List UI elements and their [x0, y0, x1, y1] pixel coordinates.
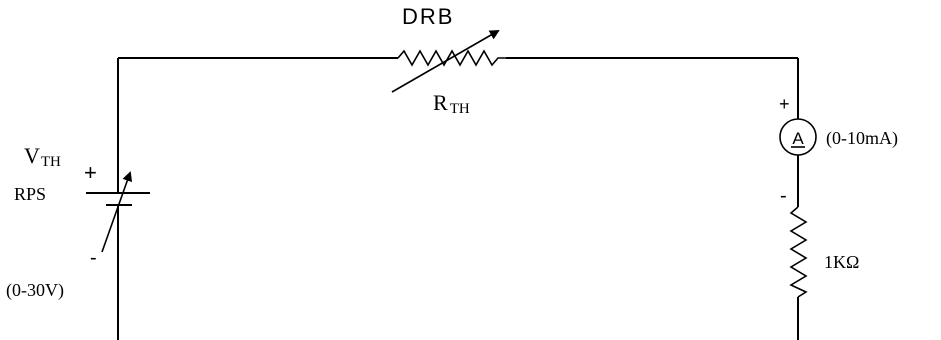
- load-resistor: 1KΩ: [789, 206, 859, 298]
- source-plus-sign: +: [84, 160, 97, 185]
- ammeter-symbol: A: [792, 129, 804, 148]
- ammeter-range-label: (0-10mA): [826, 128, 898, 149]
- load-resistor-label: 1KΩ: [824, 252, 859, 272]
- resistor-zigzag: [397, 49, 506, 67]
- ammeter-plus-sign: +: [779, 94, 790, 114]
- ammeter-minus-sign: -: [780, 185, 787, 207]
- wires: [117, 57, 799, 340]
- source-minus-sign: -: [90, 247, 97, 269]
- resistor-name-sub: TH: [450, 101, 470, 117]
- source-label: RPS: [14, 184, 46, 204]
- source-variable-arrow: [101, 171, 133, 253]
- load-resistor-zigzag: [789, 206, 808, 298]
- source-range-label: (0-30V): [6, 280, 64, 301]
- ammeter: A + - (0-10mA): [779, 94, 898, 207]
- source-name-main: V: [24, 143, 40, 168]
- resistor-variable-arrow: [391, 30, 500, 93]
- resistor-name: R TH: [433, 90, 470, 117]
- resistor-name-main: R: [433, 90, 448, 115]
- variable-resistor-rth: DRB R TH: [391, 4, 506, 117]
- source-name: VTH: [24, 143, 61, 170]
- resistor-top-label: DRB: [402, 4, 454, 29]
- source-name-sub: TH: [41, 154, 61, 170]
- variable-voltage-source: VTH + RPS - (0-30V): [6, 143, 150, 301]
- ammeter-circle: [779, 118, 817, 156]
